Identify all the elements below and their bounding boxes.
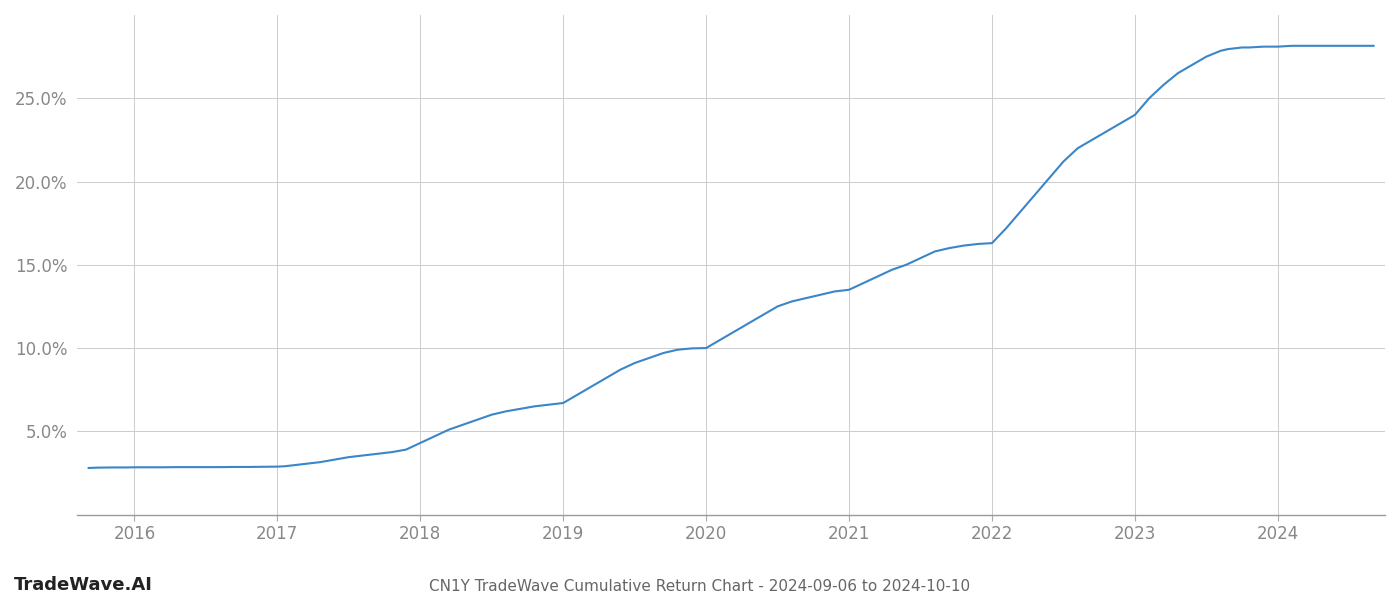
Text: TradeWave.AI: TradeWave.AI: [14, 576, 153, 594]
Text: CN1Y TradeWave Cumulative Return Chart - 2024-09-06 to 2024-10-10: CN1Y TradeWave Cumulative Return Chart -…: [430, 579, 970, 594]
